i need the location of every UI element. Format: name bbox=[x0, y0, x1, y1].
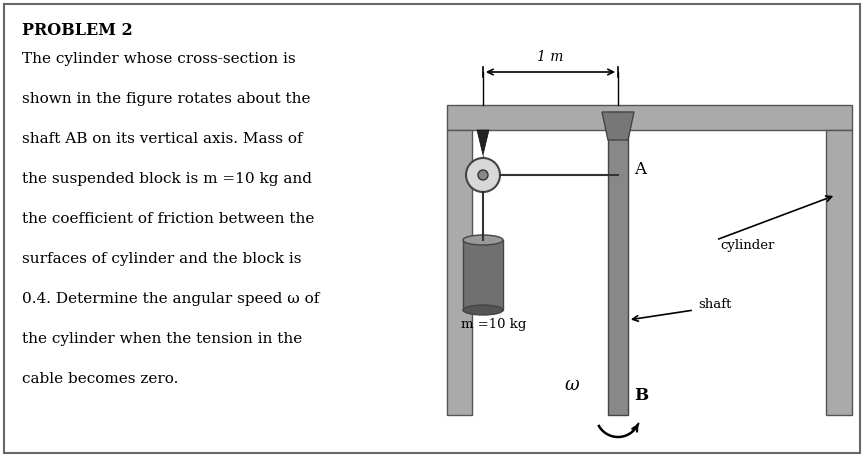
Text: cylinder: cylinder bbox=[720, 239, 774, 251]
Bar bbox=[447, 130, 472, 415]
Circle shape bbox=[466, 158, 500, 192]
Bar bbox=[447, 105, 852, 130]
Text: shown in the figure rotates about the: shown in the figure rotates about the bbox=[22, 92, 310, 106]
Circle shape bbox=[478, 170, 488, 180]
Text: surfaces of cylinder and the block is: surfaces of cylinder and the block is bbox=[22, 252, 302, 266]
Bar bbox=[608, 112, 628, 415]
Text: PROBLEM 2: PROBLEM 2 bbox=[22, 22, 133, 39]
Text: the suspended block is m =10 kg and: the suspended block is m =10 kg and bbox=[22, 172, 312, 186]
Text: cable becomes zero.: cable becomes zero. bbox=[22, 372, 178, 386]
Ellipse shape bbox=[463, 305, 503, 315]
Text: B: B bbox=[634, 387, 648, 404]
Ellipse shape bbox=[463, 235, 503, 245]
Text: shaft: shaft bbox=[698, 298, 731, 312]
Text: The cylinder whose cross-section is: The cylinder whose cross-section is bbox=[22, 52, 295, 66]
Text: the cylinder when the tension in the: the cylinder when the tension in the bbox=[22, 332, 302, 346]
Text: ω: ω bbox=[565, 376, 580, 394]
Text: the coefficient of friction between the: the coefficient of friction between the bbox=[22, 212, 314, 226]
Bar bbox=[826, 130, 852, 415]
Text: 0.4. Determine the angular speed ω of: 0.4. Determine the angular speed ω of bbox=[22, 292, 320, 306]
Text: shaft AB on its vertical axis. Mass of: shaft AB on its vertical axis. Mass of bbox=[22, 132, 302, 146]
Text: 1 m: 1 m bbox=[537, 50, 563, 64]
Text: m =10 kg: m =10 kg bbox=[461, 318, 526, 331]
Polygon shape bbox=[602, 112, 634, 140]
Bar bbox=[463, 240, 503, 310]
Polygon shape bbox=[477, 130, 489, 155]
Text: A: A bbox=[634, 161, 646, 179]
